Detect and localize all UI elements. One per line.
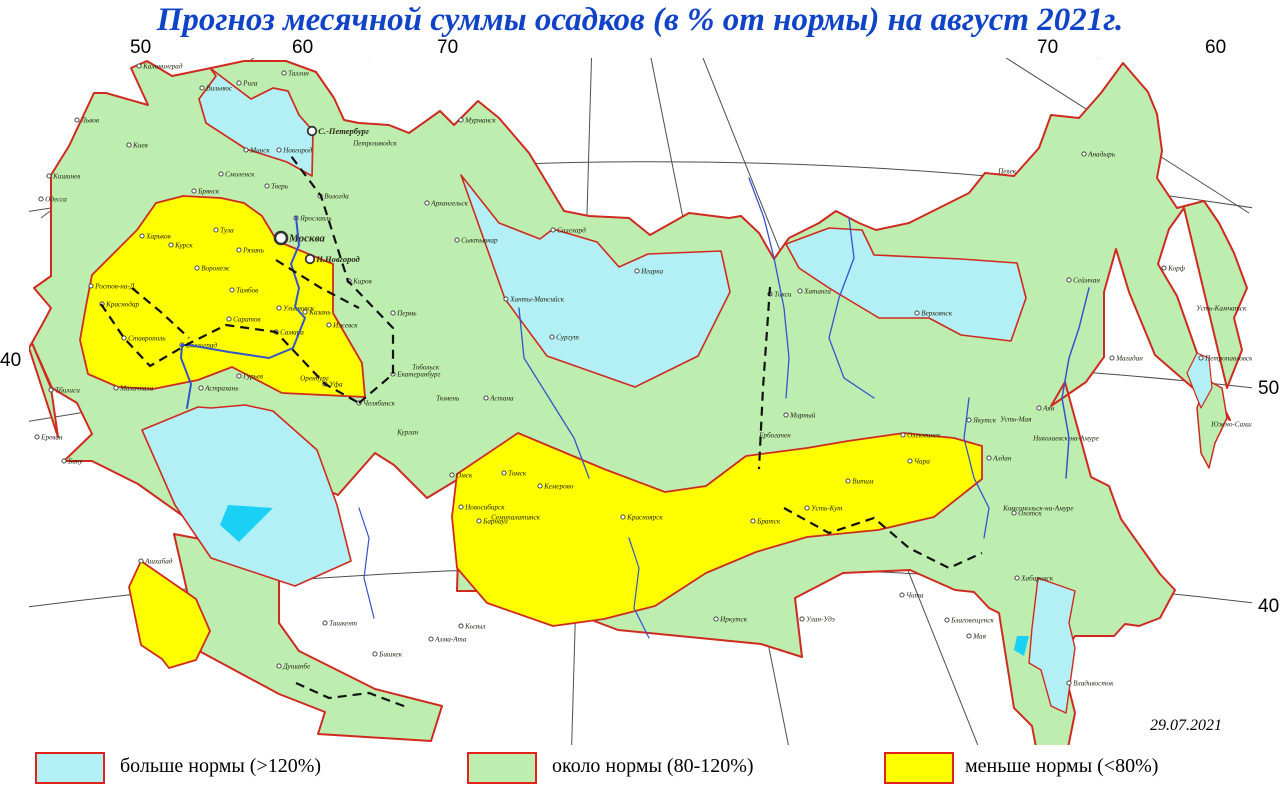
svg-text:Махачкала: Махачкала <box>119 384 154 392</box>
svg-text:Усть-Камчатск: Усть-Камчатск <box>1196 304 1247 312</box>
svg-text:Омск: Омск <box>456 471 473 479</box>
svg-text:Ханты-Мансийск: Ханты-Мансийск <box>509 295 565 303</box>
svg-text:Львов: Львов <box>80 116 99 124</box>
svg-text:Киев: Киев <box>132 141 148 149</box>
svg-text:Краснодар: Краснодар <box>105 300 139 308</box>
svg-text:Якутск: Якутск <box>972 416 997 424</box>
svg-text:Сыктывкар: Сыктывкар <box>461 236 498 244</box>
svg-text:Ставрополь: Ставрополь <box>128 334 166 342</box>
svg-text:Воронеж: Воронеж <box>201 264 230 272</box>
svg-text:29.07.2021: 29.07.2021 <box>1150 717 1222 734</box>
svg-text:Калининград: Калининград <box>142 62 183 70</box>
svg-text:Чара: Чара <box>914 457 930 465</box>
svg-text:Певек: Певек <box>997 167 1017 175</box>
svg-text:Новосибирск: Новосибирск <box>464 503 505 511</box>
svg-text:Кызыл: Кызыл <box>464 622 485 630</box>
svg-text:Астана: Астана <box>489 394 514 402</box>
svg-text:Улан-Удэ: Улан-Удэ <box>806 615 835 623</box>
svg-text:Таллин: Таллин <box>288 69 309 77</box>
svg-text:Оренбург: Оренбург <box>300 374 329 382</box>
svg-text:Тамбов: Тамбов <box>236 286 258 294</box>
svg-text:Курск: Курск <box>174 241 193 249</box>
svg-text:Вильнюс: Вильнюс <box>206 84 233 92</box>
svg-text:Благовещенск: Благовещенск <box>950 616 994 624</box>
svg-text:Алдан: Алдан <box>992 454 1012 462</box>
svg-text:Сургут: Сургут <box>556 333 579 341</box>
svg-text:Игарка: Игарка <box>640 267 663 275</box>
svg-text:Усть-Мая: Усть-Мая <box>1000 415 1032 423</box>
svg-text:С.-Петербург: С.-Петербург <box>318 126 369 136</box>
svg-text:Гурьев: Гурьев <box>242 372 263 380</box>
svg-text:Мирный: Мирный <box>789 411 816 419</box>
svg-text:Магадан: Магадан <box>1115 354 1143 362</box>
svg-text:Тула: Тула <box>220 226 234 234</box>
svg-text:Тобольск: Тобольск <box>412 363 440 371</box>
svg-text:Курган: Курган <box>396 428 419 436</box>
svg-text:Ереван: Ереван <box>40 433 63 441</box>
svg-text:Баку: Баку <box>67 457 83 465</box>
svg-text:Петрозаводск: Петрозаводск <box>352 139 397 147</box>
svg-text:Н.Новгород: Н.Новгород <box>315 254 360 264</box>
svg-text:Ташкент: Ташкент <box>329 619 357 627</box>
svg-text:Вологда: Вологда <box>324 192 349 200</box>
svg-text:Ербогачен: Ербогачен <box>758 431 791 439</box>
svg-text:Тюмень: Тюмень <box>436 394 460 402</box>
svg-text:Архангельск: Архангельск <box>430 199 469 207</box>
svg-text:Сеймчан: Сеймчан <box>1073 276 1100 284</box>
svg-text:Анадырь: Анадырь <box>1087 150 1116 158</box>
svg-text:Аян: Аян <box>1042 404 1055 412</box>
svg-text:Пермь: Пермь <box>396 309 417 317</box>
svg-text:Братск: Братск <box>756 517 781 525</box>
svg-text:Бишкек: Бишкек <box>378 650 403 658</box>
svg-text:Тбилиси: Тбилиси <box>55 386 80 394</box>
svg-text:Петропавловск-Кам.: Петропавловск-Кам. <box>1204 354 1252 362</box>
svg-text:Астрахань: Астрахань <box>204 384 239 392</box>
svg-text:Олекминск: Олекминск <box>907 431 941 439</box>
svg-text:Одесса: Одесса <box>45 195 67 203</box>
svg-text:Хабаровск: Хабаровск <box>1020 574 1054 582</box>
svg-text:Верхоянск: Верхоянск <box>921 309 953 317</box>
svg-text:Ашхабад: Ашхабад <box>144 557 173 565</box>
svg-text:Кемерово: Кемерово <box>543 482 574 490</box>
svg-text:Смоленск: Смоленск <box>225 170 255 178</box>
svg-text:Мая: Мая <box>972 632 986 640</box>
svg-text:Тикси: Тикси <box>774 290 792 298</box>
svg-text:Брянск: Брянск <box>197 187 220 195</box>
svg-text:Усть-Кут: Усть-Кут <box>811 504 842 512</box>
svg-text:Ярославль: Ярославль <box>299 214 332 222</box>
svg-text:Чита: Чита <box>906 591 924 599</box>
svg-text:Тверь: Тверь <box>271 182 289 190</box>
svg-text:Кишинев: Кишинев <box>52 172 80 180</box>
svg-text:Харьков: Харьков <box>145 232 171 240</box>
svg-text:Саратов: Саратов <box>233 315 261 323</box>
svg-text:Алма-Ата: Алма-Ата <box>434 635 467 643</box>
svg-text:Рига: Рига <box>242 79 258 87</box>
svg-text:Комсомольск-на-Амуре: Комсомольск-на-Амуре <box>1002 504 1074 512</box>
svg-text:Иркутск: Иркутск <box>719 615 748 623</box>
svg-text:Киров: Киров <box>352 277 372 285</box>
svg-text:Новгород: Новгород <box>282 146 312 154</box>
svg-text:Казань: Казань <box>308 308 331 316</box>
svg-text:Хатанга: Хатанга <box>803 287 831 295</box>
svg-text:Челябинск: Челябинск <box>363 399 395 407</box>
svg-text:Душанбе: Душанбе <box>282 662 311 670</box>
svg-text:Уфа: Уфа <box>329 380 343 388</box>
svg-text:Красноярск: Красноярск <box>626 513 663 521</box>
svg-text:Салехард: Салехард <box>557 226 586 234</box>
svg-text:Рязань: Рязань <box>242 246 265 254</box>
svg-text:Барнаул: Барнаул <box>482 517 508 525</box>
svg-text:Екатеринбург: Екатеринбург <box>396 370 441 378</box>
svg-text:Ростов-на-Д.: Ростов-на-Д. <box>94 282 136 290</box>
svg-text:Москва: Москва <box>288 233 325 245</box>
svg-text:Минск: Минск <box>249 146 270 154</box>
svg-text:Корф: Корф <box>1167 264 1185 272</box>
svg-text:Южно-Сахалинск: Южно-Сахалинск <box>1210 420 1252 428</box>
svg-text:Томск: Томск <box>508 469 527 477</box>
svg-text:Витим: Витим <box>852 477 874 485</box>
svg-text:Владивосток: Владивосток <box>1073 679 1114 687</box>
svg-text:Мурманск: Мурманск <box>464 116 496 124</box>
svg-text:Ижевск: Ижевск <box>332 321 358 329</box>
svg-text:Николаевск-на-Амуре: Николаевск-на-Амуре <box>1032 434 1099 442</box>
